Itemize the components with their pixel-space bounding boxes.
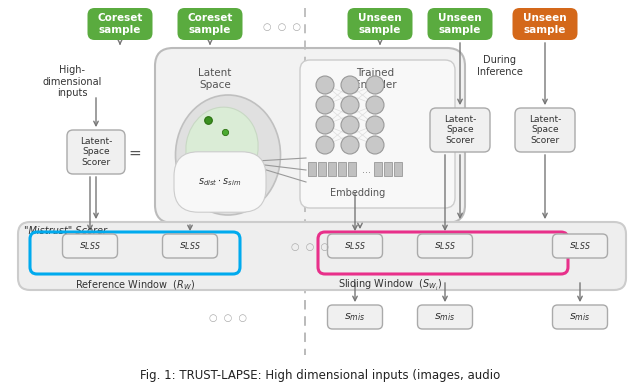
Bar xyxy=(374,162,382,176)
Text: Unseen
sample: Unseen sample xyxy=(523,13,567,35)
Text: Unseen
sample: Unseen sample xyxy=(438,13,482,35)
FancyBboxPatch shape xyxy=(328,234,383,258)
Text: $s_{LSS}$: $s_{LSS}$ xyxy=(344,240,366,252)
FancyBboxPatch shape xyxy=(88,8,152,40)
Circle shape xyxy=(366,96,384,114)
FancyBboxPatch shape xyxy=(552,305,607,329)
Text: Coreset
sample: Coreset sample xyxy=(97,13,143,35)
Text: Fig. 1: TRUST-LAPSE: High dimensional inputs (images, audio: Fig. 1: TRUST-LAPSE: High dimensional in… xyxy=(140,369,500,381)
Bar xyxy=(318,162,326,176)
Text: Latent-
Space
Scorer: Latent- Space Scorer xyxy=(444,115,476,145)
FancyBboxPatch shape xyxy=(513,8,577,40)
FancyBboxPatch shape xyxy=(18,222,626,290)
Text: Sliding Window  $(S_{W_i})$: Sliding Window $(S_{W_i})$ xyxy=(338,278,442,293)
FancyBboxPatch shape xyxy=(348,8,413,40)
FancyBboxPatch shape xyxy=(163,234,218,258)
Text: Latent-
Space
Scorer: Latent- Space Scorer xyxy=(529,115,561,145)
Text: "Mistrust" Scorer: "Mistrust" Scorer xyxy=(24,226,107,236)
Text: ○  ○  ○: ○ ○ ○ xyxy=(209,313,247,323)
Text: $s_{LSS}$: $s_{LSS}$ xyxy=(569,240,591,252)
Text: During
Inference: During Inference xyxy=(477,55,523,76)
Text: ○  ○  ○: ○ ○ ○ xyxy=(291,242,329,252)
FancyBboxPatch shape xyxy=(300,60,455,208)
Circle shape xyxy=(316,76,334,94)
FancyBboxPatch shape xyxy=(417,305,472,329)
Circle shape xyxy=(366,116,384,134)
Bar xyxy=(328,162,336,176)
Text: Reference Window  $(R_W)$: Reference Window $(R_W)$ xyxy=(75,278,195,291)
Text: ○  ○  ○: ○ ○ ○ xyxy=(263,22,301,32)
FancyBboxPatch shape xyxy=(63,234,118,258)
Circle shape xyxy=(366,76,384,94)
FancyBboxPatch shape xyxy=(428,8,493,40)
Text: Unseen
sample: Unseen sample xyxy=(358,13,402,35)
Ellipse shape xyxy=(186,107,258,189)
Text: $s_{LSS}$: $s_{LSS}$ xyxy=(434,240,456,252)
Circle shape xyxy=(316,136,334,154)
Text: $s_{dist} \cdot s_{sim}$: $s_{dist} \cdot s_{sim}$ xyxy=(198,176,242,188)
Text: $s_{mis}$: $s_{mis}$ xyxy=(344,311,365,323)
FancyBboxPatch shape xyxy=(328,305,383,329)
FancyBboxPatch shape xyxy=(430,108,490,152)
Text: High-
dimensional
inputs: High- dimensional inputs xyxy=(42,65,102,98)
Text: =: = xyxy=(129,146,141,161)
Text: Embedding: Embedding xyxy=(330,188,386,198)
Bar xyxy=(308,162,316,176)
FancyBboxPatch shape xyxy=(417,234,472,258)
Bar xyxy=(394,162,402,176)
Bar xyxy=(338,162,346,176)
Text: $s_{mis}$: $s_{mis}$ xyxy=(435,311,456,323)
Circle shape xyxy=(316,96,334,114)
FancyBboxPatch shape xyxy=(67,130,125,174)
Circle shape xyxy=(366,136,384,154)
Text: $s_{mis}$: $s_{mis}$ xyxy=(570,311,591,323)
Circle shape xyxy=(341,136,359,154)
Circle shape xyxy=(316,116,334,134)
Text: Coreset
sample: Coreset sample xyxy=(188,13,233,35)
Bar xyxy=(348,162,356,176)
Bar xyxy=(384,162,392,176)
Circle shape xyxy=(341,116,359,134)
Circle shape xyxy=(341,96,359,114)
Text: $s_{LSS}$: $s_{LSS}$ xyxy=(179,240,201,252)
Text: Latent-
Space
Scorer: Latent- Space Scorer xyxy=(80,137,112,167)
Ellipse shape xyxy=(175,95,280,215)
Circle shape xyxy=(341,76,359,94)
Text: Trained
Encoder: Trained Encoder xyxy=(354,68,396,89)
FancyBboxPatch shape xyxy=(515,108,575,152)
FancyBboxPatch shape xyxy=(177,8,243,40)
FancyBboxPatch shape xyxy=(552,234,607,258)
FancyBboxPatch shape xyxy=(155,48,465,223)
Text: $s_{LSS}$: $s_{LSS}$ xyxy=(79,240,101,252)
Text: ...: ... xyxy=(362,165,371,175)
Text: Latent
Space: Latent Space xyxy=(198,68,232,89)
